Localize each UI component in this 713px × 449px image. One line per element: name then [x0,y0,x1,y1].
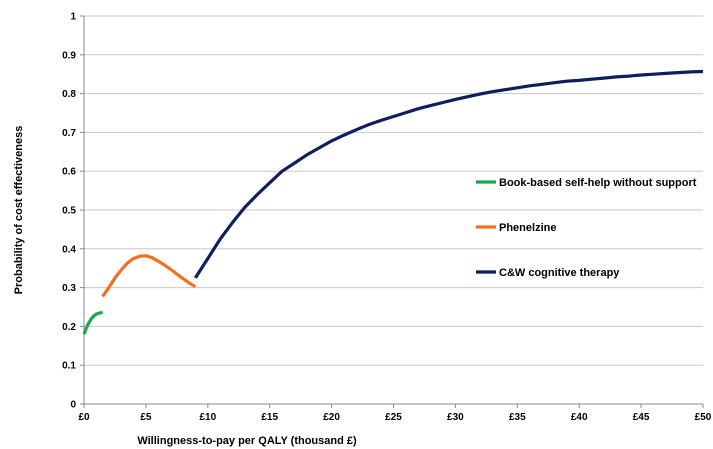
x-tick-label: £10 [199,412,216,423]
y-axis-title: Probability of cost effectiveness [13,126,25,295]
y-tick-label: 0.9 [62,50,76,61]
x-tick-label: £25 [385,412,402,423]
y-tick-label: 0.1 [62,361,76,372]
x-tick-label: £5 [140,412,152,423]
legend-label: Book-based self-help without support [499,177,697,189]
y-tick-label: 0.8 [62,89,76,100]
x-tick-label: £45 [633,412,650,423]
y-tick-label: 0.5 [62,206,76,217]
series-line-0 [82,310,103,335]
series-line-1 [101,254,197,298]
x-tick-label: £15 [261,412,278,423]
x-tick-label: £30 [447,412,464,423]
y-tick-label: 0.7 [62,128,76,139]
y-tick-label: 0.4 [62,244,76,255]
x-tick-label: £0 [78,412,90,423]
y-tick-label: 0.6 [62,167,76,178]
x-tick-label: £40 [571,412,588,423]
x-tick-label: £20 [323,412,340,423]
series-lines [82,69,704,335]
y-tick-label: 0.3 [62,283,76,294]
y-axis-ticks: 0 0.1 0.2 0.3 0.4 0.5 0.6 0.7 0.8 0.9 1 [62,12,84,411]
x-tick-label: £35 [509,412,526,423]
y-tick-label: 0.2 [62,322,76,333]
legend-label: C&W cognitive therapy [499,267,620,279]
series-line-2 [194,69,704,279]
legend-label: Phenelzine [499,222,556,234]
y-tick-label: 1 [70,12,76,23]
x-tick-label: £50 [695,412,712,423]
x-axis-ticks: £0 £5 £10 £15 £20 £25 £30 £35 £40 £45 £50 [78,404,712,423]
legend: Book-based self-help without support Phen… [476,177,697,279]
x-axis-title: Willingness-to-pay per QALY (thousand £) [137,435,357,447]
gridlines [84,15,703,366]
y-tick-label: 0 [70,400,76,411]
